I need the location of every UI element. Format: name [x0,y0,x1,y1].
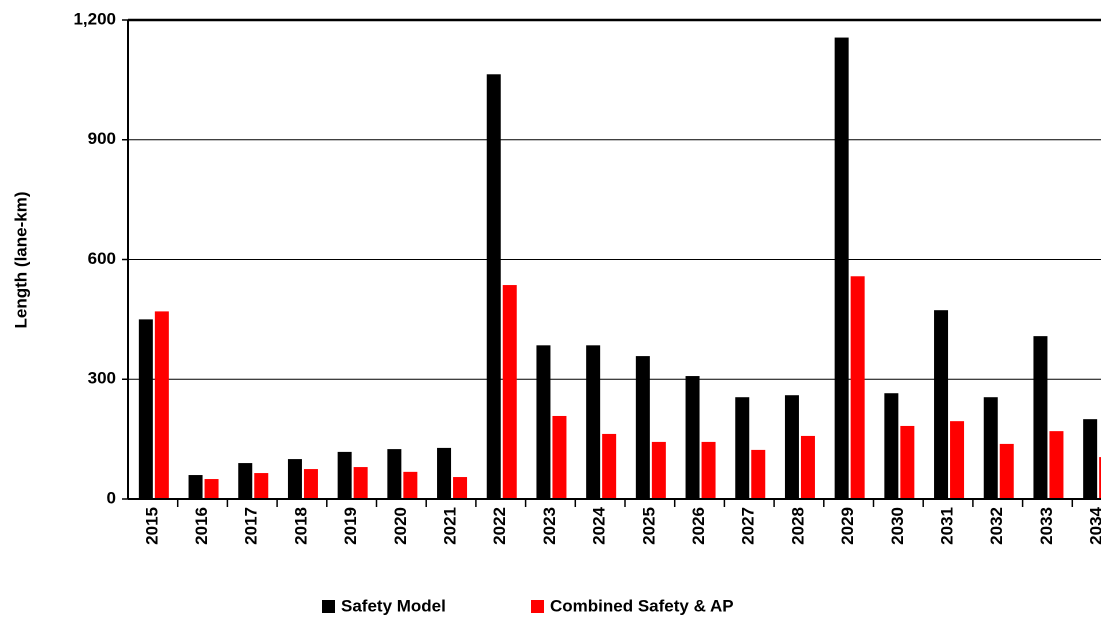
bar [934,310,949,499]
bar [834,37,849,500]
bar [751,449,766,499]
bar [1049,431,1064,499]
bar [453,477,468,499]
legend-swatch [322,600,335,613]
y-tick-label: 600 [88,249,116,268]
bar [154,311,169,499]
x-tick-label: 2029 [838,507,857,545]
x-tick-label: 2019 [341,507,360,545]
bar [303,469,318,499]
x-tick-label: 2030 [888,507,907,545]
bar [254,473,269,499]
bar [138,319,153,499]
bar [337,451,352,499]
bar [884,393,899,499]
bar [287,459,302,499]
x-tick-label: 2034 [1087,506,1101,544]
x-tick-label: 2025 [639,507,658,545]
bar [188,475,203,499]
x-tick-label: 2020 [391,507,410,545]
bar [387,449,402,499]
bar [900,425,915,499]
legend-label: Safety Model [341,596,446,615]
y-tick-label: 900 [88,129,116,148]
x-tick-label: 2031 [938,507,957,545]
x-tick-label: 2028 [788,507,807,545]
x-tick-label: 2033 [1037,507,1056,545]
bar [602,433,617,499]
bar [950,421,965,499]
bar [502,285,517,499]
bar [1083,419,1098,499]
bar [635,356,650,499]
x-tick-label: 2017 [242,507,261,545]
bar [353,467,368,499]
bar [437,447,452,499]
bar [586,345,601,499]
bar [999,443,1014,499]
x-tick-label: 2023 [540,507,559,545]
bar [486,74,501,499]
x-tick-label: 2018 [291,507,310,545]
x-tick-label: 2027 [739,507,758,545]
legend-label: Combined Safety & AP [550,596,734,615]
bar [735,397,750,499]
bar [651,441,666,499]
bar [403,471,418,499]
x-tick-label: 2016 [192,507,211,545]
bar [800,435,815,499]
x-tick-label: 2021 [441,507,460,545]
bar [552,415,567,499]
legend-swatch [531,600,544,613]
x-tick-label: 2015 [142,507,161,545]
bar [204,479,219,499]
bar [784,395,799,499]
bar [536,345,551,499]
y-tick-label: 1,200 [73,9,116,28]
x-tick-label: 2032 [987,507,1006,545]
x-tick-label: 2026 [689,507,708,545]
x-tick-label: 2022 [490,507,509,545]
x-tick-label: 2024 [590,506,609,544]
bar [1099,457,1101,499]
bar [1033,336,1048,499]
y-tick-label: 300 [88,369,116,388]
bar [238,463,253,499]
bar [685,376,700,499]
bar [701,441,716,499]
bar [983,397,998,499]
y-axis-label: Length (lane-km) [11,192,30,329]
y-tick-label: 0 [107,488,116,507]
bar [850,276,865,499]
